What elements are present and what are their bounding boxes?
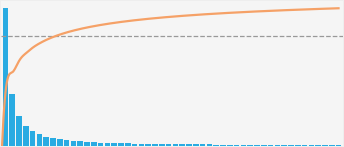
Bar [336,145,341,146]
Bar [315,145,321,146]
Bar [275,145,280,146]
Bar [247,145,253,146]
Bar [30,131,35,146]
Bar [139,144,144,146]
Bar [71,141,76,146]
Bar [37,134,42,146]
Bar [23,126,29,146]
Bar [200,145,205,146]
Bar [261,145,267,146]
Bar [302,145,307,146]
Bar [16,116,22,146]
Bar [180,144,185,146]
Bar [288,145,294,146]
Bar [64,140,69,146]
Bar [84,142,90,146]
Bar [329,145,334,146]
Bar [50,138,56,146]
Bar [281,145,287,146]
Bar [10,93,15,146]
Bar [3,8,8,146]
Bar [57,139,63,146]
Bar [227,145,233,146]
Bar [220,145,226,146]
Bar [118,143,124,146]
Bar [159,144,164,146]
Bar [186,144,192,146]
Bar [254,145,260,146]
Bar [268,145,273,146]
Bar [309,145,314,146]
Bar [322,145,328,146]
Bar [91,142,97,146]
Bar [173,144,178,146]
Bar [132,143,137,146]
Bar [125,143,131,146]
Bar [105,143,110,146]
Bar [234,145,239,146]
Bar [43,137,49,146]
Bar [98,142,104,146]
Bar [213,145,219,146]
Bar [77,141,83,146]
Bar [193,144,198,146]
Bar [146,144,151,146]
Bar [207,145,212,146]
Bar [240,145,246,146]
Bar [295,145,301,146]
Bar [166,144,171,146]
Bar [152,144,158,146]
Bar [111,143,117,146]
